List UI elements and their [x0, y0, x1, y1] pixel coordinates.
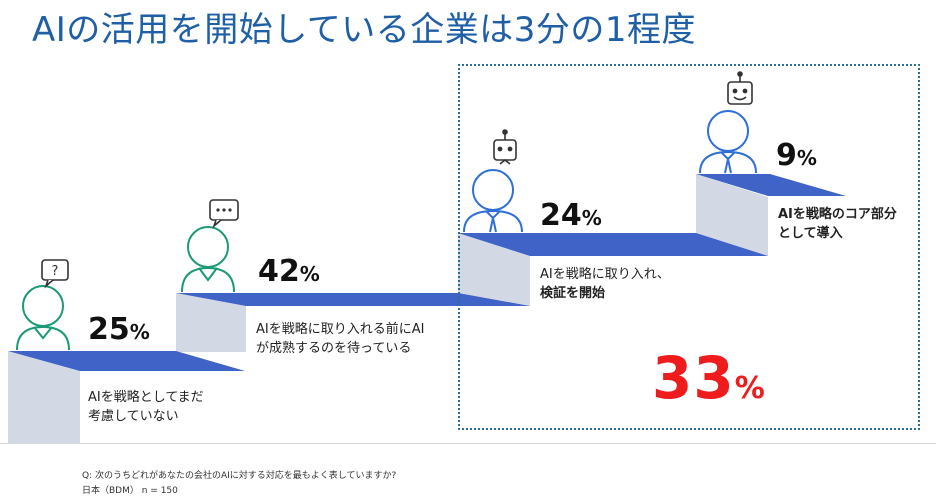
sample-size: 日本（BDM） n = 150	[82, 486, 178, 496]
value-label-3: 24%	[540, 198, 602, 233]
step-front-4	[696, 174, 768, 256]
category-label-4: AIを戦略のコア部分 として導入	[778, 207, 897, 241]
highlight-box	[458, 64, 920, 430]
person-icon-3	[463, 169, 523, 233]
person-icon-2	[181, 226, 235, 293]
person-icon-4	[699, 110, 757, 174]
value-label-4: 9%	[776, 138, 817, 173]
step-top-1	[8, 351, 245, 371]
category-label-1: AIを戦略としてまだ 考慮していない	[88, 390, 204, 424]
step-top-4	[696, 174, 846, 196]
footer-divider	[0, 443, 936, 444]
question-bubble-icon: ?	[41, 259, 69, 289]
category-label-3: AIを戦略に取り入れ、 検証を開始	[540, 267, 670, 301]
value-label-1: 25%	[88, 312, 150, 347]
ellipsis-bubble-icon	[209, 199, 239, 229]
highlight-total: 33%	[652, 344, 765, 412]
svg-text:?: ?	[52, 264, 59, 279]
step-front-2	[176, 293, 246, 352]
survey-question: Q: 次のうちどれがあなたの会社のAIに対する対応を最もよく表していますか?	[82, 471, 397, 481]
category-label-2: AIを戦略に取り入れる前にAI が成熟するのを待っている	[256, 322, 425, 356]
person-icon-1	[16, 285, 70, 351]
robot-icon	[727, 71, 753, 105]
step-front-3	[458, 233, 530, 306]
step-top-2	[176, 293, 530, 306]
value-label-2: 42%	[258, 254, 320, 289]
step-top-3	[458, 233, 768, 256]
step-front-1	[8, 351, 80, 443]
robot-icon	[493, 129, 517, 165]
page-title: AIの活用を開始している企業は3分の1程度	[32, 10, 697, 50]
